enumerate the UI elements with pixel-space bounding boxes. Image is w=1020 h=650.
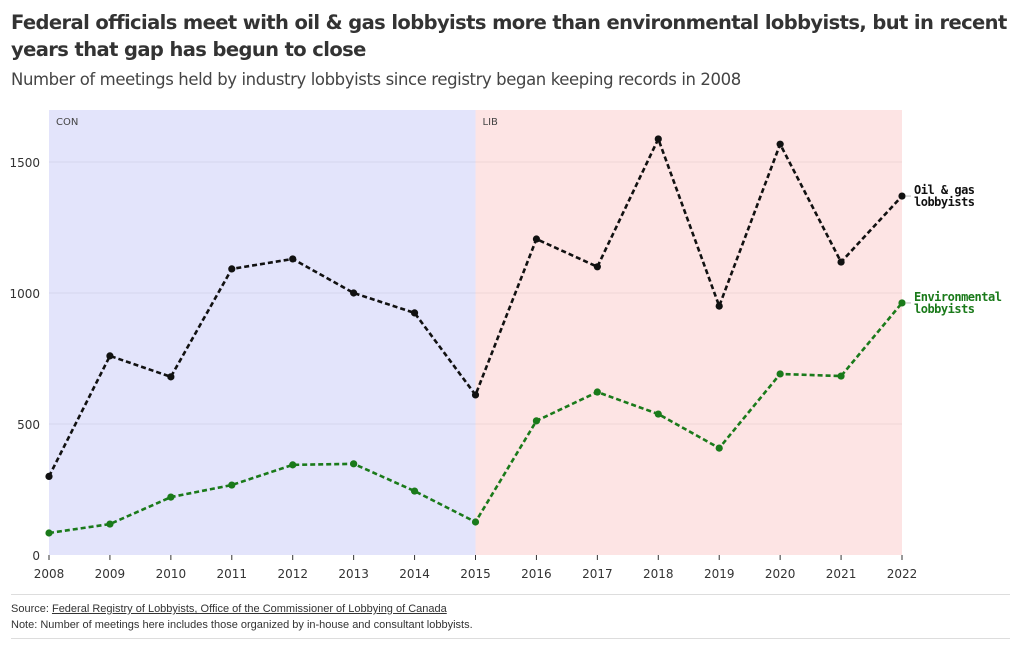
data-point-environmental-2022 [898, 299, 906, 307]
source-line: Source: Federal Registry of Lobbyists, O… [11, 603, 447, 615]
data-point-environmental-2019 [715, 444, 723, 452]
data-point-oil-gas-2011 [228, 265, 236, 273]
y-tick-label-0: 0 [32, 549, 40, 563]
x-tick-label-2019: 2019 [704, 567, 735, 581]
x-tick-label-2017: 2017 [582, 567, 613, 581]
data-point-environmental-2014 [410, 487, 419, 495]
data-point-oil-gas-2019 [715, 302, 723, 310]
data-point-oil-gas-2009 [106, 352, 114, 360]
x-tick-label-2018: 2018 [643, 567, 674, 581]
x-tick-label-2009: 2009 [95, 567, 126, 581]
x-tick-label-2016: 2016 [521, 567, 552, 581]
band-label-con: CON [56, 117, 78, 128]
y-tick-label-500: 500 [17, 418, 40, 432]
series-line-oil-gas [47, 135, 903, 477]
data-point-oil-gas-2018 [654, 135, 662, 143]
data-point-environmental-2016 [532, 417, 541, 425]
x-tick-label-2015: 2015 [460, 567, 491, 581]
footer-divider-bottom [11, 638, 1010, 639]
y-tick-label-1000: 1000 [9, 287, 40, 301]
data-point-oil-gas-2017 [593, 263, 601, 271]
x-tick-label-2020: 2020 [765, 567, 796, 581]
chart-title: Federal officials meet with oil & gas lo… [11, 11, 1007, 61]
data-point-environmental-2018 [654, 410, 662, 418]
x-tick-label-2013: 2013 [338, 567, 369, 581]
data-point-oil-gas-2021 [837, 258, 845, 266]
data-point-environmental-2015 [471, 518, 480, 526]
data-point-oil-gas-2012 [289, 255, 297, 263]
x-tick-label-2022: 2022 [887, 567, 918, 581]
x-tick-label-2012: 2012 [277, 567, 308, 581]
x-tick-label-2021: 2021 [826, 567, 857, 581]
x-tick-label-2010: 2010 [156, 567, 187, 581]
x-tick-label-2008: 2008 [34, 567, 65, 581]
series-label-oil-gas-line1: Oil & gas [914, 183, 975, 197]
source-link[interactable]: Federal Registry of Lobbyists, Office of… [51, 603, 447, 615]
series-label-environmental-line2: lobbyists [914, 302, 975, 316]
footer-divider-top [11, 594, 1010, 595]
data-point-environmental-2017 [593, 388, 601, 396]
data-point-environmental-2013 [350, 460, 358, 468]
data-point-environmental-2011 [228, 481, 236, 489]
data-point-oil-gas-2015 [471, 391, 480, 399]
x-tick-label-2014: 2014 [399, 567, 430, 581]
data-point-oil-gas-2014 [410, 309, 419, 317]
data-point-environmental-2012 [289, 461, 297, 469]
series-label-environmental-line1: Environmental [914, 290, 1002, 304]
data-point-oil-gas-2013 [350, 289, 358, 297]
band-label-lib: LIB [483, 117, 499, 128]
data-point-oil-gas-2020 [776, 140, 784, 148]
note-line: Note: Number of meetings here includes t… [11, 619, 473, 631]
data-point-oil-gas-2008 [45, 472, 53, 480]
y-tick-label-1500: 1500 [9, 156, 40, 170]
data-point-environmental-2008 [45, 529, 53, 537]
series-label-oil-gas-line2: lobbyists [914, 195, 975, 209]
chart-subtitle: Number of meetings held by industry lobb… [11, 70, 741, 89]
band-con [49, 110, 476, 555]
band-lib [475, 110, 902, 555]
source-prefix: Source: [11, 603, 52, 615]
data-point-environmental-2021 [837, 372, 845, 380]
data-point-environmental-2010 [167, 493, 175, 501]
data-point-oil-gas-2016 [532, 235, 541, 243]
data-point-oil-gas-2022 [898, 192, 906, 200]
data-point-oil-gas-2010 [167, 373, 175, 381]
data-point-environmental-2009 [106, 520, 114, 528]
data-point-environmental-2020 [776, 370, 784, 378]
x-tick-label-2011: 2011 [217, 567, 248, 581]
